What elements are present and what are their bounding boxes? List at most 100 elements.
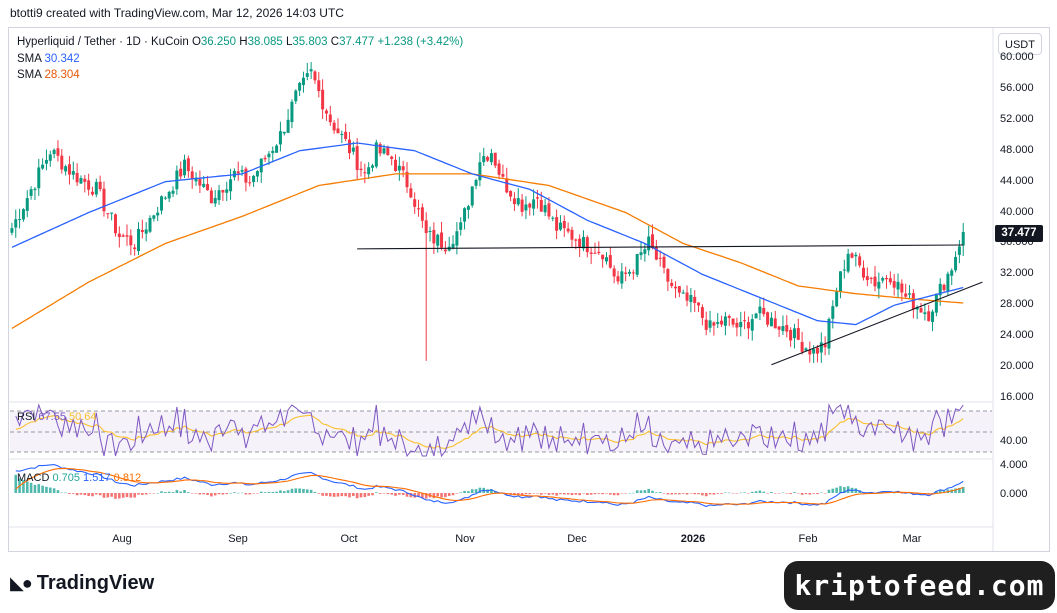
candle-body — [635, 254, 639, 275]
candle-body — [681, 292, 685, 294]
macd-histogram-bar — [551, 493, 555, 495]
candle-body — [888, 278, 892, 283]
candle-body — [436, 234, 440, 246]
candle-body — [271, 150, 275, 154]
candle-body — [190, 171, 194, 180]
candle-body — [558, 222, 562, 230]
tradingview-logo: ◣● TradingView — [10, 572, 154, 595]
macd-histogram-bar — [643, 490, 647, 493]
candle-body — [693, 296, 697, 303]
candle-body — [332, 122, 336, 131]
candle-body — [697, 302, 701, 306]
price-axis-tick: 60.000 — [1000, 51, 1034, 63]
candle-body — [946, 273, 950, 292]
macd-histogram-bar — [605, 493, 608, 494]
sma-slow-line — [11, 173, 964, 330]
candle-body — [873, 276, 877, 287]
macd-histogram-bar — [543, 493, 547, 494]
candle-body — [90, 191, 94, 195]
low-value: 35.803 — [292, 36, 328, 48]
price-axis-tick: 28.000 — [1000, 298, 1034, 311]
candle-body — [417, 208, 421, 210]
candle-body — [102, 188, 106, 212]
macd-histogram-bar — [804, 493, 808, 495]
macd-histogram-bar — [259, 491, 263, 493]
candle-body — [854, 254, 858, 257]
macd-histogram-bar — [720, 493, 723, 494]
candle-body — [547, 203, 551, 217]
candle-body — [501, 174, 505, 177]
candle-body — [463, 208, 467, 222]
macd-axis-tick: 0.000 — [1000, 488, 1028, 500]
candle-body — [221, 189, 225, 193]
candle-body — [938, 283, 942, 296]
price-axis-tick: 56.000 — [1000, 81, 1034, 94]
candle-body — [397, 165, 401, 171]
candle-body — [539, 200, 543, 212]
candle-body — [37, 167, 41, 189]
macd-hist-value: 0.705 — [52, 472, 80, 484]
candle-body — [71, 170, 75, 175]
price-axis-tick: 24.000 — [1000, 329, 1034, 342]
time-axis-tick: Nov — [455, 533, 475, 545]
candle-body — [363, 172, 367, 174]
macd-histogram-bar — [317, 493, 321, 494]
candle-body — [662, 256, 666, 268]
sma-fast-label: SMA — [17, 53, 42, 65]
candle-body — [156, 212, 160, 216]
candle-body — [931, 311, 935, 323]
candle-body — [754, 313, 758, 319]
macd-histogram-bar — [743, 492, 746, 493]
macd-histogram-bar — [129, 493, 133, 498]
rsi-line — [15, 403, 964, 458]
time-axis-tick: 2026 — [680, 533, 706, 545]
candle-body — [244, 168, 248, 183]
macd-histogram-bar — [601, 493, 604, 495]
candle-body — [186, 158, 190, 172]
macd-histogram-bar — [305, 489, 309, 493]
macd-histogram-bar — [367, 493, 370, 496]
macd-histogram-bar — [332, 493, 336, 497]
macd-histogram-bar — [881, 491, 884, 493]
candle-body — [255, 171, 259, 177]
macd-histogram-bar — [221, 493, 225, 495]
rsi-value: 67.55 — [38, 411, 66, 423]
macd-histogram-bar — [336, 493, 340, 497]
macd-histogram-bar — [68, 493, 71, 494]
close-value: 37.477 — [339, 36, 375, 48]
macd-histogram-bar — [394, 493, 397, 496]
candle-body — [355, 146, 359, 170]
macd-histogram-bar — [555, 493, 558, 496]
price-axis-tick: 36.000 — [1000, 236, 1034, 249]
macd-histogram-bar — [912, 493, 915, 495]
candle-body — [578, 238, 582, 249]
macd-histogram-bar — [793, 492, 796, 493]
macd-histogram-bar — [808, 493, 812, 495]
candle-body — [171, 190, 175, 194]
candle-body — [79, 178, 83, 184]
candle-body — [455, 231, 459, 246]
candle-body — [597, 251, 601, 253]
macd-histogram-bar — [352, 493, 355, 497]
candle-body — [163, 197, 167, 199]
macd-histogram-bar — [98, 493, 102, 496]
macd-histogram-bar — [167, 491, 171, 493]
macd-histogram-bar — [401, 493, 405, 495]
candle-body — [908, 293, 912, 295]
chart-credit: btotti9 created with TradingView.com, Ma… — [10, 6, 344, 20]
candle-body — [808, 349, 812, 355]
macd-histogram-bar — [64, 492, 67, 494]
currency-button[interactable]: USDT — [998, 33, 1042, 55]
candle-body — [56, 148, 60, 156]
macd-histogram-bar — [348, 493, 351, 498]
candle-body — [950, 270, 954, 276]
candle-body — [739, 321, 743, 328]
candle-body — [144, 229, 148, 234]
candle-body — [589, 252, 593, 254]
rsi-signal-value: 50.64 — [69, 411, 97, 423]
macd-histogram-bar — [609, 493, 612, 495]
candle-body — [934, 293, 938, 313]
macd-histogram-bar — [417, 493, 420, 498]
macd-histogram-bar — [321, 493, 324, 496]
